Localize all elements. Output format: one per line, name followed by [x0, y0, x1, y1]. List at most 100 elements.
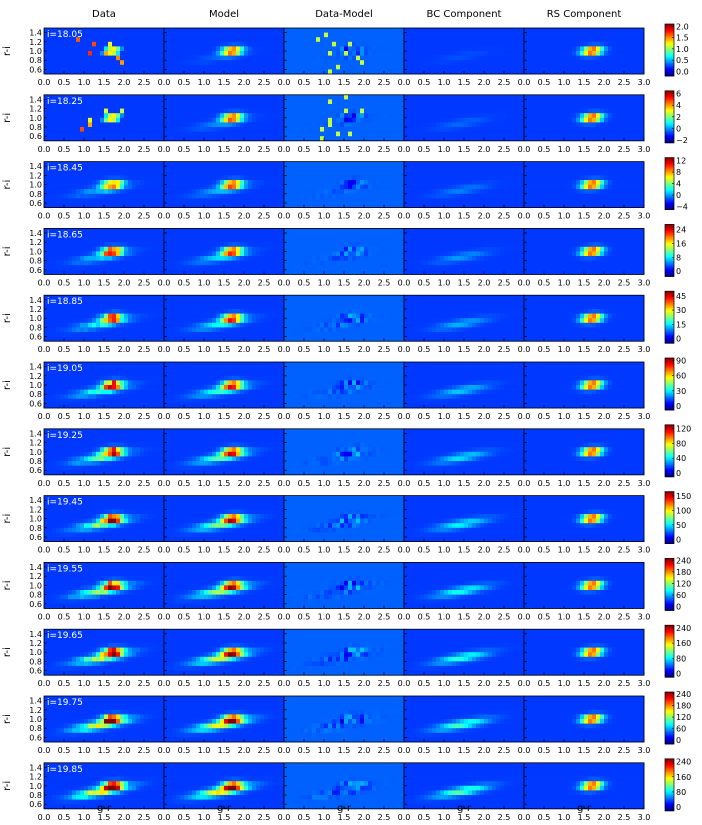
- heatmap-cell: [224, 94, 229, 100]
- heatmap-cell: [340, 189, 345, 195]
- heatmap-cell: [176, 69, 181, 75]
- heatmap-cell: [80, 60, 85, 66]
- heatmap-cell: [84, 175, 89, 181]
- heatmap-cell: [464, 117, 469, 123]
- heatmap-cell: [400, 184, 405, 190]
- heatmap-cell: [60, 104, 65, 109]
- heatmap-cell: [476, 117, 481, 123]
- heatmap-cell: [108, 108, 113, 114]
- heatmap-cell: [588, 69, 593, 75]
- heatmap-cell: [288, 161, 293, 167]
- x-tick-label: 0.5: [58, 78, 71, 87]
- heatmap-cell: [112, 46, 117, 52]
- heatmap-cell: [104, 136, 109, 142]
- heatmap-cell: [368, 166, 373, 172]
- heatmap-cell: [320, 41, 325, 47]
- heatmap-cell: [448, 32, 453, 38]
- heatmap-cell: [608, 104, 613, 109]
- heatmap-cell: [528, 166, 533, 172]
- heatmap-cell: [572, 28, 577, 33]
- heatmap-cell: [328, 46, 333, 52]
- heatmap-cell: [120, 46, 125, 52]
- x-tick-label: 1.0: [438, 78, 451, 87]
- heatmap-cell: [608, 203, 613, 208]
- heatmap-cell: [132, 51, 137, 56]
- heatmap-cell: [76, 203, 81, 208]
- heatmap-cell: [380, 69, 385, 75]
- heatmap-cell: [368, 64, 373, 70]
- heatmap-cell: [412, 170, 417, 176]
- heatmap-cell: [176, 113, 181, 119]
- colorbar-segment: [665, 208, 674, 210]
- heatmap-cell: [156, 99, 161, 105]
- colorbar-segment: [665, 33, 674, 35]
- heatmap-cell: [216, 161, 221, 167]
- heatmap-cell: [248, 60, 253, 66]
- heatmap-cell: [424, 69, 429, 75]
- heatmap-cell: [348, 32, 353, 38]
- heatmap-cell: [256, 161, 261, 167]
- heatmap-cell: [352, 203, 357, 208]
- heatmap-cell: [116, 170, 121, 176]
- heatmap-cell: [436, 180, 441, 185]
- heatmap-cell: [176, 37, 181, 43]
- heatmap-cell: [76, 184, 81, 190]
- heatmap-cell: [368, 117, 373, 123]
- heatmap-cell: [48, 193, 53, 199]
- heatmap-cell: [364, 41, 369, 47]
- heatmap-cell: [348, 55, 353, 61]
- colorbar-segment: [665, 73, 674, 76]
- heatmap-cell: [472, 122, 477, 128]
- heatmap-cell: [472, 60, 477, 66]
- heatmap-cell: [268, 28, 273, 33]
- heatmap-cell: [640, 60, 645, 66]
- heatmap-cell: [340, 41, 345, 47]
- heatmap-cell: [160, 37, 165, 43]
- heatmap-cell: [112, 64, 117, 70]
- heatmap-cell: [608, 184, 613, 190]
- heatmap-cell: [324, 127, 329, 132]
- heatmap-cell: [236, 104, 241, 109]
- heatmap-cell: [420, 136, 425, 142]
- heatmap-cell: [368, 203, 373, 208]
- heatmap-cell: [196, 99, 201, 105]
- heatmap-cell: [616, 94, 621, 100]
- heatmap-cell: [524, 32, 529, 38]
- heatmap-cell: [180, 203, 185, 208]
- heatmap-cell: [448, 131, 453, 137]
- heatmap-cell: [616, 104, 621, 109]
- heatmap-cell: [464, 37, 469, 43]
- heatmap-cell: [76, 117, 81, 123]
- heatmap-cell: [428, 94, 433, 100]
- heatmap-cell: [524, 60, 529, 66]
- heatmap-cell: [92, 136, 97, 142]
- heatmap-cell: [288, 117, 293, 123]
- heatmap-cell: [276, 60, 281, 66]
- heatmap-cell: [240, 127, 245, 132]
- heatmap-cell: [164, 180, 169, 185]
- heatmap-cell: [356, 55, 361, 61]
- heatmap-cell: [460, 46, 465, 52]
- heatmap-cell: [244, 180, 249, 185]
- heatmap-cell: [204, 189, 209, 195]
- heatmap-cell: [144, 28, 149, 33]
- heatmap-cell: [424, 180, 429, 185]
- heatmap-cell: [220, 189, 225, 195]
- heatmap-cell: [256, 166, 261, 172]
- heatmap-cell: [508, 28, 513, 33]
- heatmap-cell: [116, 108, 121, 114]
- heatmap-cell: [284, 198, 289, 204]
- heatmap-cell: [284, 99, 289, 105]
- heatmap-cell: [412, 161, 417, 167]
- heatmap-cell: [172, 198, 177, 204]
- heatmap-cell: [412, 131, 417, 137]
- heatmap-cell: [296, 166, 301, 172]
- heatmap-cell: [496, 41, 501, 47]
- heatmap-cell: [416, 136, 421, 142]
- heatmap-cell: [520, 180, 525, 185]
- heatmap-cell: [272, 41, 277, 47]
- heatmap-cell: [56, 193, 61, 199]
- heatmap-cell: [52, 166, 57, 172]
- x-tick-label: 0.5: [178, 212, 191, 221]
- heatmap-cell: [484, 55, 489, 61]
